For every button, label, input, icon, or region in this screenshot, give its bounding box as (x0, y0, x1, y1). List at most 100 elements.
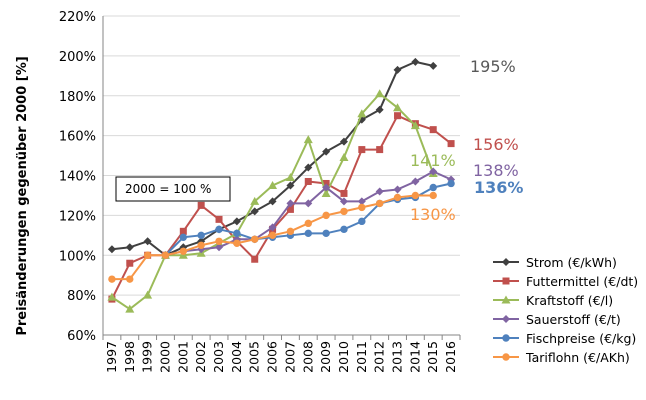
x-tick-label: 2002 (193, 341, 208, 373)
data-point (304, 219, 312, 228)
data-point (322, 183, 331, 192)
legend-label: Kraftstoff (€/l) (526, 293, 613, 308)
data-point (250, 196, 260, 205)
legend-label: Fischpreise (€/kg) (526, 331, 636, 346)
x-tick-label: 2011 (354, 341, 369, 373)
data-point (161, 251, 170, 259)
legend: Strom (€/kWh) Futtermittel (€/dt) Kraftsto… (493, 255, 638, 365)
series-futtermittel (108, 112, 455, 303)
data-point (393, 193, 402, 202)
end-label: 136% (474, 178, 523, 197)
data-point (108, 275, 116, 283)
x-tick-label: 2000 (157, 341, 172, 373)
data-point (411, 177, 420, 186)
data-point (215, 215, 223, 223)
y-tick-label: 180% (59, 90, 96, 105)
data-point (143, 251, 152, 259)
data-point (304, 177, 312, 185)
x-tick-label: 2007 (282, 341, 297, 373)
data-point (179, 227, 187, 235)
x-tick-label: 2014 (407, 341, 422, 373)
data-point (197, 201, 205, 209)
y-tick-label: 80% (67, 289, 96, 304)
y-tick-labels: 60% 80% 100% 120% 140% 160% 180% 200% 220% (59, 10, 96, 344)
data-point (197, 231, 205, 240)
x-tick-label: 2015 (425, 341, 440, 373)
data-point (340, 189, 348, 197)
data-point (393, 65, 402, 74)
y-tick-label: 220% (59, 10, 96, 25)
legend-label: Tariflohn (€/AKh) (525, 350, 630, 365)
data-point (322, 211, 330, 220)
data-point (339, 137, 348, 146)
data-point (250, 207, 259, 216)
x-tick-label: 2016 (443, 341, 458, 373)
legend-item: Fischpreise (€/kg) (493, 331, 636, 346)
data-point (340, 207, 348, 216)
data-point (268, 231, 277, 240)
data-point (251, 235, 259, 243)
legend-label: Futtermittel (€/dt) (526, 274, 638, 289)
data-point (107, 292, 117, 301)
x-tick-label: 2012 (372, 341, 387, 373)
data-point (411, 57, 420, 66)
legend-label: Sauerstoff (€/t) (526, 312, 621, 327)
data-point (375, 187, 384, 196)
data-point (393, 185, 402, 194)
data-point (429, 191, 437, 200)
data-point (143, 237, 152, 246)
x-tick-label: 2013 (390, 341, 405, 373)
end-label: 141% (410, 151, 456, 170)
data-point (268, 180, 278, 189)
data-point (286, 205, 294, 213)
data-point (215, 237, 223, 245)
axes (102, 16, 461, 340)
data-point (215, 243, 224, 252)
y-tick-label: 60% (67, 329, 96, 344)
end-label: 156% (473, 135, 519, 154)
data-point (502, 353, 510, 361)
data-point (447, 140, 455, 148)
data-point (286, 199, 295, 208)
data-point (268, 223, 277, 232)
x-tick-label: 2006 (265, 341, 280, 373)
series-line (111, 114, 452, 300)
end-label: 138% (473, 161, 519, 180)
x-tick-label: 2010 (336, 341, 351, 373)
data-point (375, 89, 385, 98)
data-point (303, 135, 313, 144)
data-point (429, 61, 438, 70)
data-point (376, 146, 384, 154)
data-point (411, 191, 420, 200)
data-point (125, 304, 135, 313)
y-tick-label: 160% (59, 130, 96, 145)
y-tick-label: 140% (59, 170, 96, 185)
end-label: 195% (470, 57, 516, 76)
data-point (429, 167, 438, 176)
annotation-box: 2000 = 100 % (115, 176, 231, 202)
data-point (107, 245, 116, 254)
data-point (357, 109, 367, 118)
data-point (502, 334, 510, 342)
data-point (502, 277, 510, 285)
data-point (358, 146, 366, 154)
data-point (394, 112, 402, 120)
data-point (125, 243, 134, 252)
legend-item: Tariflohn (€/AKh) (493, 350, 630, 365)
end-label: 130% (410, 205, 456, 224)
data-point (251, 255, 259, 263)
data-point (143, 290, 153, 299)
data-point (322, 147, 331, 156)
data-point (502, 258, 510, 266)
legend-item: Kraftstoff (€/l) (493, 293, 613, 308)
data-point (375, 199, 384, 208)
data-point (322, 229, 330, 238)
data-point (501, 295, 511, 304)
data-point (358, 203, 366, 212)
legend-item: Strom (€/kWh) (493, 255, 617, 270)
data-point (286, 227, 295, 236)
x-tick-label: 1998 (122, 341, 137, 373)
legend-item: Futtermittel (€/dt) (493, 274, 638, 289)
data-point (197, 241, 205, 249)
